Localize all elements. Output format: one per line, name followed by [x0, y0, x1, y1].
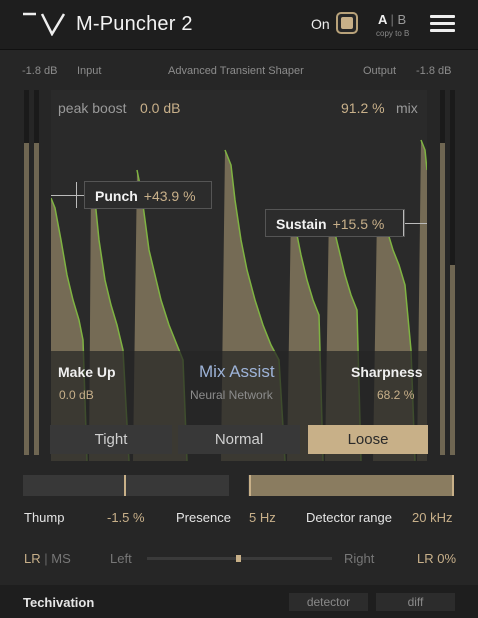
header-bar: M-Puncher 2 On A | B copy to B — [0, 0, 478, 50]
waveform-display[interactable] — [51, 90, 427, 461]
detector-button[interactable]: detector — [289, 593, 368, 611]
mix-value[interactable]: 91.2 % — [341, 100, 385, 116]
stereo-balance-value[interactable]: LR 0% — [417, 551, 457, 566]
stereo-balance-thumb[interactable] — [236, 555, 241, 562]
stereo-mode-separator: | — [44, 551, 48, 566]
detector-range-slider-fill — [249, 475, 453, 496]
sustain-bracket-tick — [403, 210, 404, 236]
left-label: Left — [110, 551, 132, 566]
thump-presence-slider[interactable] — [23, 475, 229, 496]
peak-boost-label: peak boost — [58, 100, 127, 116]
ab-separator: | — [390, 12, 394, 27]
ab-a-label[interactable]: A — [378, 12, 387, 27]
plugin-subtitle: Advanced Transient Shaper — [168, 65, 304, 77]
makeup-value[interactable]: 0.0 dB — [59, 388, 94, 402]
brand-name: Techivation — [23, 595, 95, 610]
sustain-control[interactable]: Sustain +15.5 % — [265, 209, 405, 237]
makeup-label: Make Up — [58, 364, 116, 380]
mode-loose-button[interactable]: Loose — [308, 425, 428, 454]
sustain-label: Sustain — [276, 216, 327, 232]
output-meter-left — [440, 90, 445, 455]
thump-presence-slider-thumb[interactable] — [124, 475, 126, 496]
thump-label: Thump — [24, 510, 65, 525]
sharpness-label: Sharpness — [351, 364, 423, 380]
input-meter-right — [34, 90, 39, 455]
thump-value[interactable]: -1.5 % — [107, 510, 145, 525]
sustain-bracket-line — [405, 223, 427, 224]
ms-mode-option[interactable]: MS — [51, 551, 71, 566]
presence-value[interactable]: 5 Hz — [249, 510, 276, 525]
stereo-mode-switch[interactable]: LR | MS — [24, 551, 71, 566]
mix-assist-button[interactable]: Mix Assist — [199, 362, 275, 381]
sharpness-value[interactable]: 68.2 % — [377, 388, 415, 402]
presence-label: Presence — [176, 510, 231, 525]
detector-range-low-thumb[interactable] — [249, 475, 251, 496]
mode-normal-button[interactable]: Normal — [178, 425, 300, 454]
techivation-logo-icon — [23, 12, 66, 36]
input-meter-left — [24, 90, 29, 455]
mode-tight-button[interactable]: Tight — [50, 425, 172, 454]
neural-network-label: Neural Network — [190, 388, 273, 402]
punch-bracket-tick — [76, 182, 77, 208]
power-toggle[interactable] — [336, 12, 358, 34]
punch-bracket-line — [51, 195, 86, 196]
diff-button[interactable]: diff — [376, 593, 455, 611]
detector-range-high-thumb[interactable] — [452, 475, 454, 496]
copy-to-b-button[interactable]: copy to B — [376, 29, 410, 38]
punch-value: +43.9 % — [143, 188, 196, 204]
footer-bar: Techivation detector diff — [0, 585, 478, 618]
punch-label: Punch — [95, 188, 138, 204]
input-level-readout: -1.8 dB — [22, 65, 58, 77]
sustain-value: +15.5 % — [332, 216, 385, 232]
right-label: Right — [344, 551, 375, 566]
output-meter-right — [450, 90, 455, 455]
detector-range-label: Detector range — [306, 510, 392, 525]
punch-control[interactable]: Punch +43.9 % — [84, 181, 212, 209]
output-label: Output — [363, 65, 397, 77]
output-level-readout: -1.8 dB — [416, 65, 452, 77]
hamburger-menu-icon[interactable] — [430, 15, 455, 33]
waveform-line — [51, 139, 427, 461]
app-title: M-Puncher 2 — [76, 13, 193, 35]
peak-boost-value[interactable]: 0.0 dB — [140, 100, 181, 116]
power-label: On — [311, 16, 330, 32]
mix-label: mix — [396, 100, 418, 116]
detector-range-value[interactable]: 20 kHz — [412, 510, 453, 525]
input-label: Input — [77, 65, 102, 77]
ab-b-label[interactable]: B — [397, 12, 407, 27]
ab-compare-switch[interactable]: A | B — [378, 12, 406, 27]
lr-mode-option[interactable]: LR — [24, 551, 41, 566]
